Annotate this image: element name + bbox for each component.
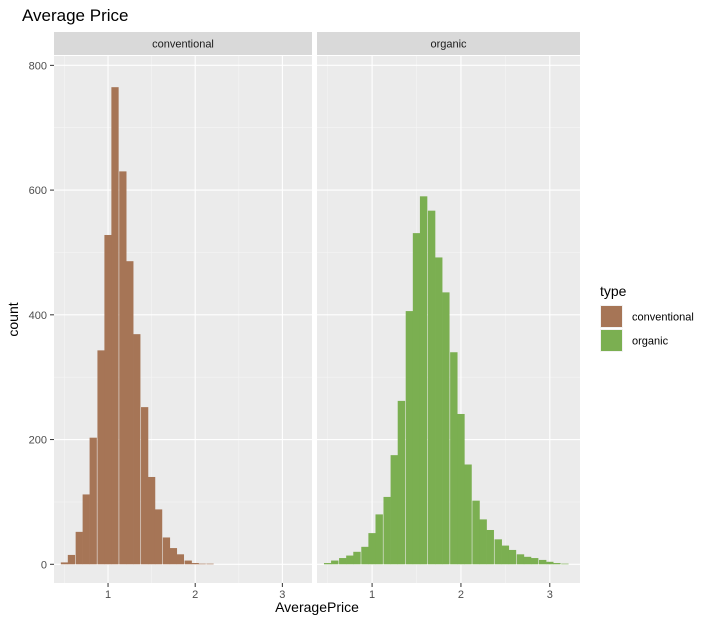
histogram-bar	[346, 555, 354, 565]
histogram-bar	[339, 558, 347, 565]
histogram-bar	[464, 464, 472, 565]
x-tick-label: 2	[458, 589, 464, 601]
histogram-bar	[472, 500, 480, 565]
histogram-bar	[516, 554, 525, 565]
histogram-bar	[323, 563, 332, 565]
histogram-bar	[486, 529, 494, 565]
legend-title: type	[600, 283, 627, 299]
histogram-bar	[442, 292, 450, 565]
y-tick-label: 800	[29, 60, 47, 72]
histogram-bar	[553, 563, 561, 565]
y-axis-title: count	[5, 302, 21, 336]
legend-swatch	[601, 330, 622, 351]
histogram-bar	[494, 539, 502, 565]
histogram-bar	[206, 563, 214, 565]
histogram-bar	[390, 455, 399, 565]
histogram-bar	[147, 476, 156, 565]
facet-strip	[54, 32, 312, 55]
histogram-bar	[561, 563, 569, 565]
histogram-bar	[154, 509, 163, 565]
legend-label: organic	[632, 336, 669, 348]
x-axis-title: AveragePrice	[275, 599, 359, 615]
x-tick-label: 1	[105, 589, 111, 601]
histogram-bar	[419, 196, 428, 565]
legend-swatch	[601, 306, 622, 327]
histogram-bar	[119, 171, 127, 565]
histogram-bar	[191, 563, 199, 565]
histogram-bar	[397, 400, 406, 565]
histogram-bar	[184, 560, 192, 565]
histogram-bar	[450, 352, 458, 565]
histogram-bar	[198, 563, 206, 565]
histogram-bar	[97, 350, 105, 565]
histogram-bar	[479, 519, 487, 565]
histogram-bar	[133, 334, 141, 565]
histogram-bar	[67, 554, 76, 565]
histogram-bar	[405, 311, 414, 565]
y-tick-label: 0	[41, 559, 47, 571]
x-tick-label: 3	[547, 589, 553, 601]
histogram-bar	[546, 561, 554, 565]
panel-background	[54, 56, 312, 583]
chart-title: Average Price	[22, 6, 128, 25]
histogram-bar	[89, 437, 97, 565]
histogram-bar	[141, 407, 149, 565]
histogram-bar	[162, 537, 171, 565]
y-tick-label: 400	[29, 310, 47, 322]
histogram-bar	[508, 549, 517, 565]
y-tick-label: 600	[29, 185, 47, 197]
histogram-bar	[435, 257, 443, 565]
histogram-bar	[457, 413, 465, 565]
histogram-bar	[353, 551, 361, 565]
histogram-bar	[111, 87, 119, 565]
histogram-bar	[412, 233, 421, 565]
histogram-bar	[126, 261, 134, 565]
x-tick-label: 2	[192, 589, 198, 601]
histogram-bar	[375, 514, 383, 565]
histogram-bar	[501, 545, 510, 565]
y-tick-label: 200	[29, 435, 47, 447]
histogram-bar	[75, 531, 83, 565]
histogram-bar	[427, 210, 436, 565]
histogram-bar	[538, 559, 547, 565]
histogram-bar	[383, 496, 391, 565]
histogram-bar	[104, 234, 112, 565]
facet-strip	[317, 32, 580, 55]
x-tick-label: 1	[369, 589, 375, 601]
facet-strip-label: conventional	[152, 39, 214, 51]
legend-label: conventional	[632, 312, 694, 324]
histogram-bar	[169, 548, 178, 565]
x-tick-label: 3	[279, 589, 285, 601]
histogram-bar	[361, 546, 369, 565]
histogram-bar	[530, 558, 539, 565]
facet-strip-label: organic	[430, 39, 467, 51]
histogram-bar	[523, 556, 532, 565]
histogram-bar	[82, 494, 90, 565]
histogram-bar	[368, 533, 376, 565]
histogram-bar	[176, 554, 185, 565]
histogram-bar	[331, 560, 339, 565]
histogram-bar	[60, 562, 69, 565]
